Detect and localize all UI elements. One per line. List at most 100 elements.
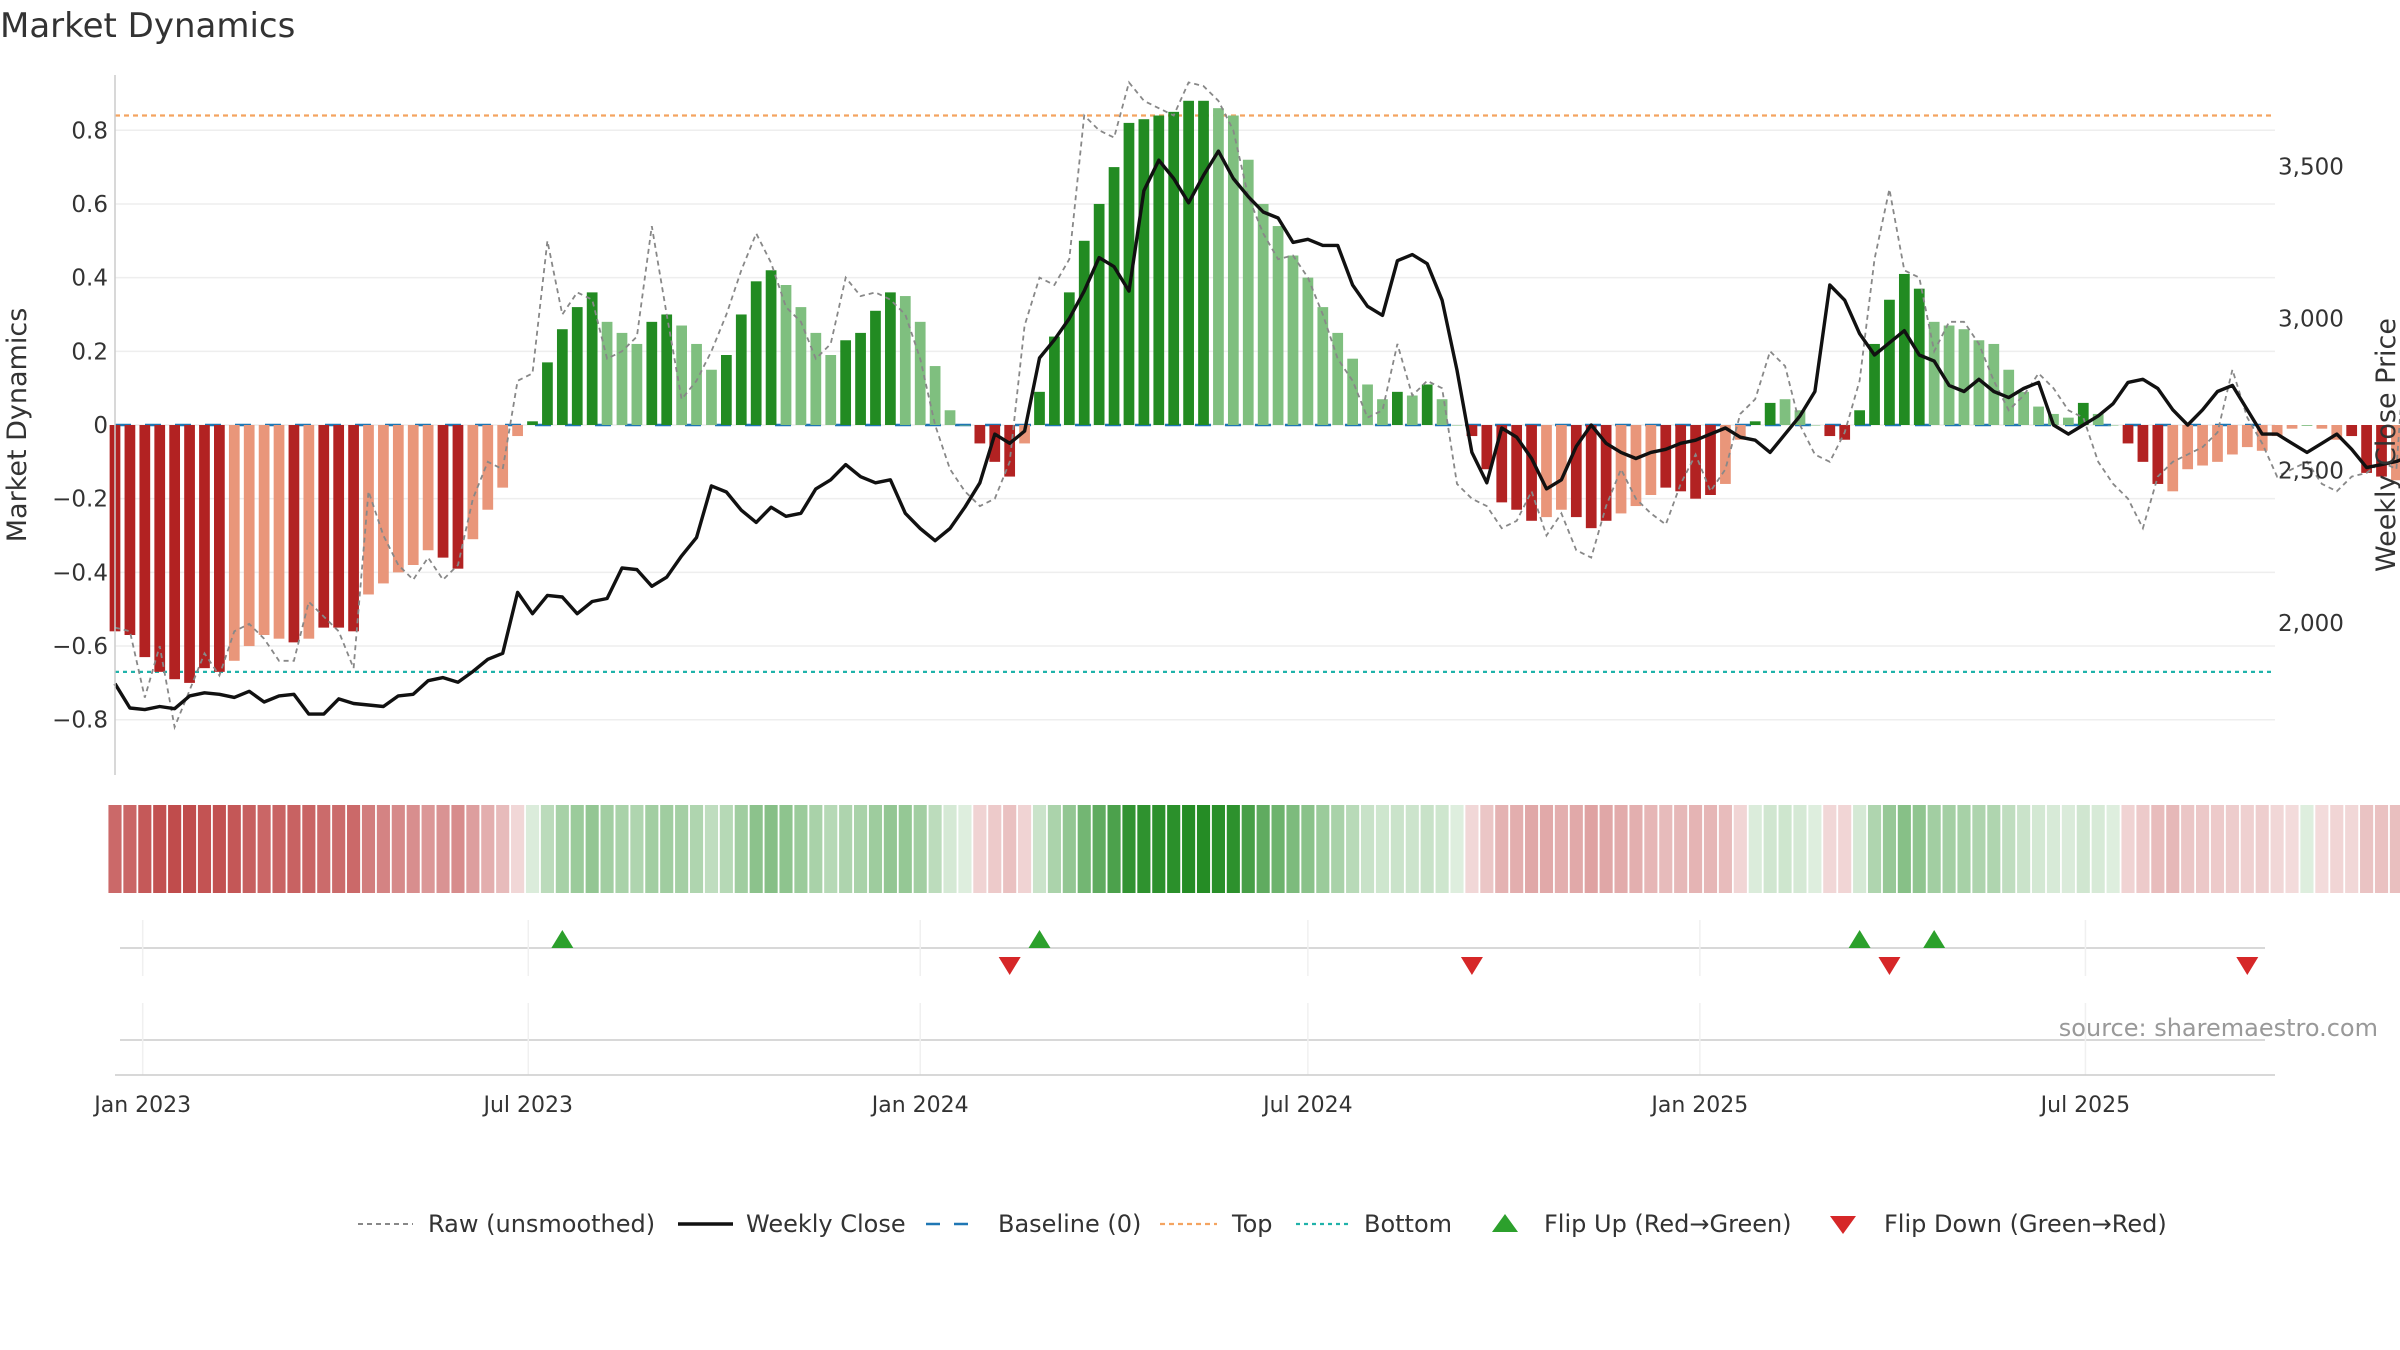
histogram-bar (676, 325, 687, 425)
histogram-bar (1168, 111, 1180, 425)
heat-strip-cell (1554, 805, 1568, 893)
legend-entry-top: Top (1160, 1210, 1273, 1238)
histogram-bar (1705, 425, 1716, 495)
flip-down-marker (1460, 957, 1483, 975)
heat-strip-cell (1793, 805, 1807, 893)
heat-strip-cell (2360, 805, 2374, 893)
histogram-bar (1302, 277, 1314, 425)
heat-strip-cell (227, 805, 241, 893)
histogram-bar (422, 425, 434, 551)
histogram-bar (1138, 119, 1150, 426)
heat-strip-cell (1763, 805, 1777, 893)
histogram-bar (2212, 425, 2223, 462)
heat-strip-cell (943, 805, 957, 893)
histogram-bar (1913, 288, 1925, 425)
heat-strip-cell (1957, 805, 1971, 893)
heat-strip-cell (1748, 805, 1762, 893)
heat-strip-cell (1390, 805, 1404, 893)
histogram-bar (1466, 425, 1478, 437)
heat-strip-cell (1539, 805, 1554, 893)
heat-strip-cell (1271, 805, 1285, 893)
heat-strip-cell (615, 805, 629, 893)
histogram-bar (2361, 425, 2372, 473)
heat-strip-cell (1092, 805, 1106, 893)
heat-strip-cell (287, 805, 301, 893)
legend-label: Baseline (0) (998, 1210, 1141, 1238)
legend-label: Flip Up (Red→Green) (1544, 1210, 1792, 1238)
histogram-bar (2077, 402, 2089, 425)
source-credit: source: sharemaestro.com (2058, 1014, 2378, 1042)
left-tick-label: −0.8 (52, 708, 108, 734)
heat-strip-cell (1226, 805, 1240, 893)
heat-strip-cell (1629, 805, 1643, 893)
x-tick-label: Jul 2023 (481, 1093, 573, 1118)
heat-strip-cell (2061, 805, 2075, 893)
heat-strip-cell (347, 805, 361, 893)
histogram-bar (2271, 425, 2283, 437)
left-tick-label: 0.4 (71, 266, 108, 292)
legend-entry-flip-down: Flip Down (Green→Red) (1830, 1210, 2167, 1238)
heat-strip-cell (1360, 805, 1375, 893)
heat-strip-cell (2330, 805, 2344, 893)
heat-strip-cell (1167, 805, 1181, 893)
histogram-bar (914, 321, 926, 425)
x-tick-label: Jul 2024 (1261, 1093, 1353, 1118)
histogram-bar (2331, 425, 2343, 440)
histogram-bar (780, 285, 792, 425)
histogram-bar (482, 425, 494, 510)
histogram-bar (2092, 413, 2104, 425)
histogram-bar (1988, 343, 2000, 425)
histogram-bar (2018, 391, 2030, 425)
histogram-bar (2286, 425, 2298, 429)
x-tick-label: Jul 2025 (2039, 1093, 2131, 1118)
histogram-bar (154, 425, 166, 672)
histogram-bar (2107, 425, 2119, 426)
histogram-bar (1421, 384, 1433, 425)
histogram-bar (2256, 425, 2268, 451)
histogram-bar (512, 425, 523, 437)
flip-down-marker (1878, 957, 1901, 975)
heat-strip-cell (1435, 805, 1449, 893)
heat-strip-cell (1897, 805, 1911, 893)
heat-strip-cell (1003, 805, 1017, 893)
heat-strip-cell (854, 805, 868, 893)
histogram-bar (2167, 425, 2179, 492)
heat-strip-cell (481, 805, 495, 893)
heat-strip-cell (2091, 805, 2105, 893)
histogram-bar (586, 292, 598, 425)
heat-strip-cell (138, 805, 152, 893)
histogram-bar (1720, 425, 1731, 484)
histogram-bar (795, 307, 807, 425)
axes: 0.8 0.6 0.4 0.2 0 −0.2 −0.4 −0.6 −0.8 3,500 3,000 2… (2, 75, 2400, 775)
legend-label: Raw (unsmoothed) (428, 1210, 655, 1238)
x-tick-label: Jan 2023 (92, 1093, 191, 1118)
x-tick-label: Jan 2025 (1649, 1093, 1748, 1118)
histogram-bar (437, 425, 449, 558)
heat-strip-cell (1420, 805, 1434, 893)
heat-strip-cell (2121, 805, 2135, 893)
histogram-bar (2346, 425, 2358, 437)
histogram-bar (1526, 425, 1537, 521)
flip-up-marker (1923, 930, 1946, 948)
heat-strip-cell (302, 805, 316, 893)
heat-strip-cell (794, 805, 808, 893)
histogram-bar (378, 425, 389, 584)
heat-strip-cell (2166, 805, 2180, 893)
heat-strip-cell (2285, 805, 2299, 893)
histogram-bar (1078, 240, 1090, 425)
legend-label: Weekly Close (746, 1210, 906, 1238)
histogram-bar (1511, 425, 1523, 510)
heat-strip-cell (555, 805, 569, 893)
heat-strip-cell (1599, 805, 1613, 893)
heat-strip-cell (168, 805, 182, 893)
histogram-bar (556, 329, 568, 425)
histogram-bar (1481, 425, 1493, 470)
heat-strip-cell (1823, 805, 1837, 893)
heat-strip-cell (585, 805, 599, 893)
histogram-bar (1958, 329, 1970, 425)
heat-strip-cell (436, 805, 450, 893)
histogram-bar (1257, 203, 1269, 425)
histogram-bar (1183, 100, 1194, 425)
histogram-bar (959, 425, 971, 426)
histogram-bar (392, 425, 404, 573)
